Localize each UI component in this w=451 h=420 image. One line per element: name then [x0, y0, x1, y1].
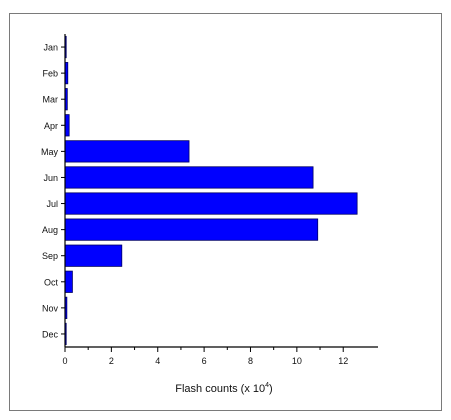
y-tick-label-may: May	[41, 147, 59, 157]
bar-aug	[64, 218, 319, 241]
y-tick-label-feb: Feb	[42, 69, 58, 79]
bar-jul	[64, 192, 358, 215]
x-tick-label-0: 0	[62, 356, 67, 366]
y-tick-label-aug: Aug	[42, 225, 58, 235]
x-tick-label-8: 8	[248, 356, 253, 366]
bar-apr	[64, 114, 70, 137]
x-tick-label-12: 12	[338, 356, 348, 366]
y-tick-label-apr: Apr	[44, 121, 58, 131]
y-tick-label-mar: Mar	[43, 95, 59, 105]
x-axis-title-exponent: 4	[265, 382, 269, 389]
y-tick-label-jun: Jun	[43, 173, 58, 183]
y-ticks-layer: Jan Feb Mar Apr May Jun Jul Aug Sep Oct Nov Dec	[41, 43, 65, 339]
x-ticks-layer: 0 2 4 6 8 10 12	[62, 347, 348, 366]
y-tick-label-jul: Jul	[46, 199, 58, 209]
bar-oct	[64, 270, 73, 293]
axes-layer	[64, 34, 378, 348]
bars-layer	[64, 35, 358, 346]
x-axis-title-close: )	[269, 383, 273, 395]
x-tick-label-2: 2	[109, 356, 114, 366]
bar-may	[64, 140, 190, 163]
y-tick-label-sep: Sep	[42, 251, 58, 261]
bar-sep	[64, 244, 123, 267]
x-tick-label-10: 10	[292, 356, 302, 366]
x-tick-label-6: 6	[202, 356, 207, 366]
y-tick-label-jan: Jan	[43, 43, 58, 53]
x-tick-label-4: 4	[155, 356, 160, 366]
y-tick-label-nov: Nov	[42, 303, 59, 313]
x-axis-title-main: Flash counts (x 10	[175, 383, 265, 395]
bar-jun	[64, 166, 314, 189]
y-tick-label-dec: Dec	[42, 329, 59, 339]
y-tick-label-oct: Oct	[44, 277, 59, 287]
x-axis-title: Flash counts (x 104)	[175, 382, 272, 395]
